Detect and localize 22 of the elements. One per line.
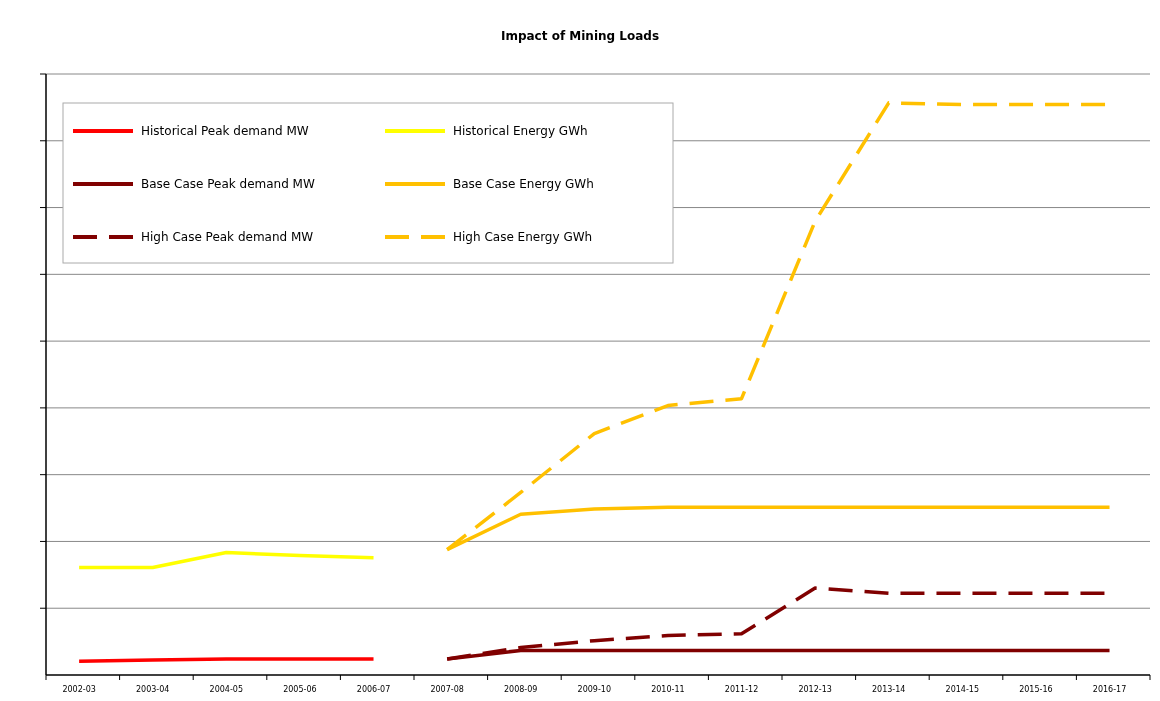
x-tick-label: 2012-13 bbox=[798, 685, 832, 694]
chart-title: Impact of Mining Loads bbox=[500, 29, 660, 43]
x-tick-label: 2009-10 bbox=[577, 685, 612, 694]
x-tick-label: 2014-15 bbox=[945, 685, 980, 694]
x-tick-label: 2003-04 bbox=[136, 685, 170, 694]
x-tick-label: 2008-09 bbox=[504, 685, 538, 694]
legend-label: High Case Energy GWh bbox=[453, 230, 593, 244]
legend-label: Historical Peak demand MW bbox=[141, 124, 309, 138]
legend-label: Base Case Peak demand MW bbox=[141, 177, 315, 191]
legend-label: Historical Energy GWh bbox=[453, 124, 588, 138]
legend-label: Base Case Energy GWh bbox=[453, 177, 594, 191]
x-tick-label: 2005-06 bbox=[283, 685, 317, 694]
x-tick-label: 2002-03 bbox=[62, 685, 96, 694]
x-tick-label: 2004-05 bbox=[209, 685, 244, 694]
x-tick-label: 2010-11 bbox=[651, 685, 685, 694]
x-tick-label: 2007-08 bbox=[430, 685, 464, 694]
x-tick-label: 2011-12 bbox=[724, 685, 759, 694]
x-tick-label: 2013-14 bbox=[872, 685, 906, 694]
x-tick-label: 2006-07 bbox=[356, 685, 391, 694]
x-tick-label: 2016-17 bbox=[1092, 685, 1127, 694]
legend-label: High Case Peak demand MW bbox=[141, 230, 314, 244]
x-tick-label: 2015-16 bbox=[1019, 685, 1053, 694]
